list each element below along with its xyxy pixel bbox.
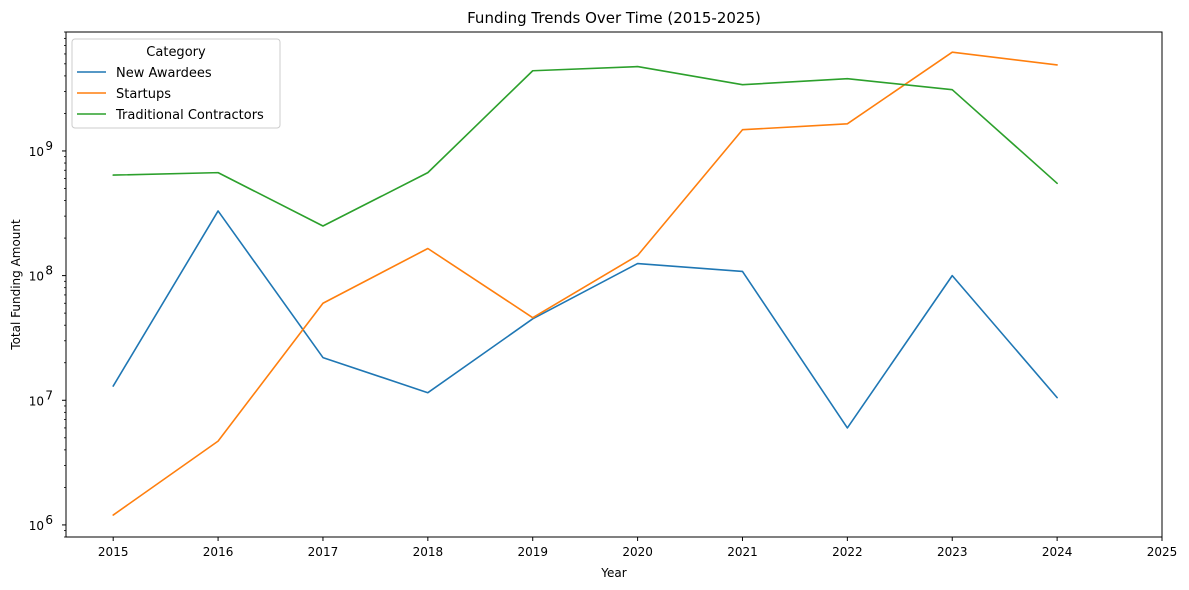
y-axis-label: Total Funding Amount: [9, 219, 23, 351]
x-axis-label: Year: [600, 566, 626, 580]
legend-items: New Awardees Startups Traditional Contract…: [77, 66, 264, 123]
x-tick-label: 2015: [98, 545, 129, 559]
x-tick-label: 2025: [1147, 545, 1178, 559]
series-line-startups: [112, 51, 1058, 516]
y-tick-base: 10: [29, 519, 44, 533]
series-line-traditional-contractors: [112, 65, 1058, 227]
x-tick-label: 2021: [727, 545, 758, 559]
chart-title: Funding Trends Over Time (2015-2025): [467, 9, 761, 27]
legend: Category New Awardees Startups Traditional…: [71, 38, 281, 129]
plot-area: [65, 31, 1163, 538]
x-tick-label: 2022: [832, 545, 863, 559]
x-tick-label: 2016: [203, 545, 234, 559]
y-tick-base: 10: [29, 394, 44, 408]
x-tick-label: 2017: [308, 545, 339, 559]
series-lines: [112, 51, 1058, 516]
y-tick-base: 10: [29, 145, 44, 159]
series-line-new-awardees: [112, 210, 1058, 429]
y-tick-exponent: 7: [45, 388, 53, 402]
y-tick-base: 10: [29, 270, 44, 284]
legend-label: Startups: [116, 87, 171, 102]
y-tick-exponent: 9: [45, 139, 53, 153]
x-axis-ticks: 2015 2016 2017 2018 2019 2020 2021 2022 2023 2024…: [98, 537, 1177, 559]
x-tick-label: 2023: [937, 545, 968, 559]
x-tick-label: 2024: [1042, 545, 1073, 559]
y-tick-label: 10: [29, 145, 44, 159]
x-tick-label: 2018: [413, 545, 444, 559]
legend-label: Traditional Contractors: [115, 108, 264, 123]
legend-box: [71, 38, 281, 129]
x-tick-label: 2019: [517, 545, 548, 559]
y-tick-exponent: 6: [45, 513, 53, 527]
y-tick-label: 10: [29, 394, 44, 408]
x-tick-label: 2020: [622, 545, 653, 559]
y-tick-label: 10: [29, 270, 44, 284]
legend-label: New Awardees: [116, 66, 212, 81]
y-tick-exponent: 8: [45, 264, 53, 278]
legend-title: Category: [146, 45, 206, 60]
y-tick-label: 10: [29, 519, 44, 533]
